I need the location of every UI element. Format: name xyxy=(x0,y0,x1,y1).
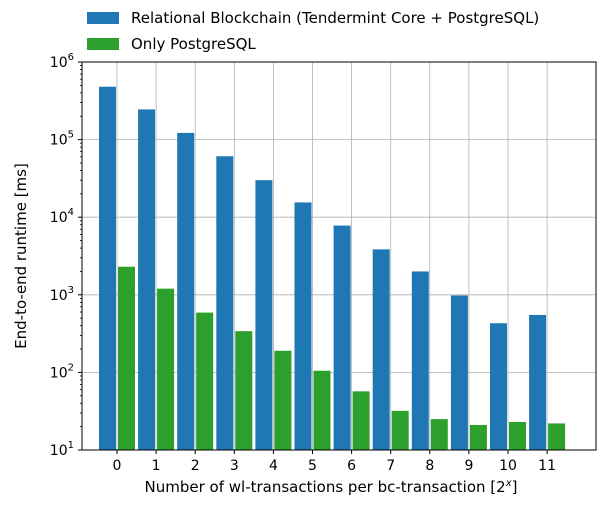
y-tick-base: 10 xyxy=(50,365,68,381)
bar-blockchain xyxy=(99,86,116,450)
bar-blockchain xyxy=(411,271,429,450)
bar-blockchain xyxy=(255,180,273,450)
bar-postgresql xyxy=(235,331,253,450)
y-tick-base: 10 xyxy=(50,210,68,226)
x-tick-label: 11 xyxy=(538,458,556,474)
x-tick-label: 2 xyxy=(191,458,200,474)
x-axis-label-end: ] xyxy=(512,478,518,496)
bar-blockchain xyxy=(177,132,195,450)
bar-postgresql xyxy=(548,423,566,450)
bar-postgresql xyxy=(352,391,370,450)
bar-postgresql xyxy=(391,410,409,450)
bar-blockchain xyxy=(450,295,468,450)
bar-blockchain xyxy=(372,249,390,450)
bar-blockchain xyxy=(216,156,234,450)
bars xyxy=(99,86,566,451)
legend: Relational Blockchain (Tendermint Core +… xyxy=(87,9,539,53)
y-tick-exponent: 5 xyxy=(68,130,74,141)
x-tick-label: 4 xyxy=(269,458,278,474)
y-tick-base: 10 xyxy=(50,288,68,304)
y-tick-exponent: 1 xyxy=(68,440,74,451)
x-axis-label-base: Number of wl-transactions per bc-transac… xyxy=(145,478,506,496)
bar-postgresql xyxy=(157,288,175,450)
x-tick-label: 1 xyxy=(152,458,161,474)
y-tick-exponent: 2 xyxy=(68,362,74,373)
bar-blockchain xyxy=(490,323,507,450)
bar-postgresql xyxy=(274,350,292,450)
x-tick-label: 7 xyxy=(386,458,395,474)
x-tick-label: 10 xyxy=(499,458,517,474)
y-tick-label: 103 xyxy=(50,285,74,304)
x-axis-label-superscript: x xyxy=(505,478,512,489)
x-axis-ticks: 0 1 2 3 4 5 6 7 8 9 10 11 xyxy=(113,450,556,474)
y-tick-base: 10 xyxy=(50,443,68,459)
y-tick-label: 105 xyxy=(50,130,74,149)
bar-postgresql xyxy=(509,421,526,450)
bar-blockchain xyxy=(138,109,156,451)
x-tick-label: 8 xyxy=(425,458,434,474)
bar-postgresql xyxy=(313,370,331,450)
x-tick-label: 6 xyxy=(347,458,356,474)
y-tick-label: 101 xyxy=(50,440,74,459)
x-tick-label: 5 xyxy=(308,458,317,474)
x-tick-label: 0 xyxy=(113,458,122,474)
bar-postgresql xyxy=(469,424,487,450)
y-tick-exponent: 3 xyxy=(68,285,74,296)
bar-blockchain xyxy=(294,202,312,450)
y-tick-base: 10 xyxy=(50,55,68,71)
bar-blockchain xyxy=(529,314,547,450)
y-tick-label: 104 xyxy=(50,207,74,226)
bar-postgresql xyxy=(118,266,135,450)
y-tick-exponent: 6 xyxy=(68,52,74,63)
plot-frame xyxy=(81,61,597,451)
legend-swatch-blockchain xyxy=(87,12,119,24)
x-tick-label: 9 xyxy=(464,458,473,474)
bar-blockchain xyxy=(333,225,351,450)
y-tick-exponent: 4 xyxy=(68,207,74,218)
legend-label-postgresql: Only PostgreSQL xyxy=(131,35,256,53)
x-axis-label: Number of wl-transactions per bc-transac… xyxy=(145,478,518,496)
y-tick-base: 10 xyxy=(50,133,68,149)
y-tick-label: 106 xyxy=(50,52,74,71)
y-axis-label: End-to-end runtime [ms] xyxy=(12,163,30,349)
bar-postgresql xyxy=(430,419,448,450)
y-tick-label: 102 xyxy=(50,362,74,381)
bar-postgresql xyxy=(196,312,214,450)
legend-swatch-postgresql xyxy=(87,38,119,50)
legend-label-blockchain: Relational Blockchain (Tendermint Core +… xyxy=(131,9,539,27)
x-tick-label: 3 xyxy=(230,458,239,474)
